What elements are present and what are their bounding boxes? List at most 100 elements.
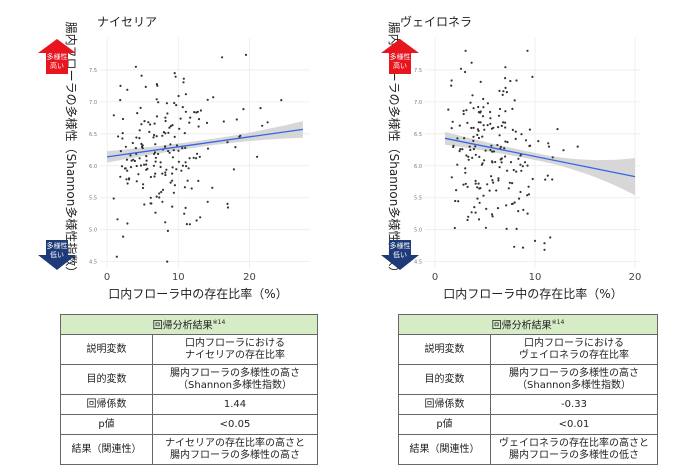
data-point — [135, 136, 138, 139]
data-point — [222, 120, 225, 123]
data-point — [155, 195, 158, 198]
data-point — [116, 218, 119, 221]
x-tick-label: 10 — [529, 272, 542, 283]
data-point — [242, 108, 245, 111]
data-point — [206, 98, 209, 101]
data-point — [450, 79, 453, 82]
data-point — [121, 137, 124, 140]
data-point — [137, 173, 140, 176]
data-point — [472, 107, 475, 110]
data-point — [482, 124, 485, 127]
data-point — [497, 126, 500, 129]
veillonella-scatter-chart: 4.5 5.0 5.5 6.0 6.5 7.0 7.5 0 10 20 ヴェイロネラ 口内フローラ… — [381, 14, 641, 301]
data-point — [178, 127, 181, 130]
data-point — [524, 139, 528, 142]
data-point — [517, 210, 520, 213]
data-point — [153, 151, 157, 154]
data-point — [146, 167, 149, 170]
data-point — [183, 212, 186, 215]
data-point — [472, 135, 475, 138]
data-point — [184, 110, 187, 113]
data-point — [488, 189, 491, 192]
data-point — [511, 182, 514, 185]
data-point — [190, 187, 193, 190]
data-point — [504, 110, 507, 113]
data-point — [226, 202, 229, 205]
data-point — [169, 125, 172, 128]
data-point — [466, 218, 469, 222]
data-point — [154, 160, 157, 163]
row-label: 説明変数 — [398, 334, 491, 365]
data-point — [517, 157, 520, 160]
data-point — [523, 161, 527, 164]
data-point — [186, 179, 189, 182]
data-point — [527, 193, 531, 196]
data-point — [129, 154, 132, 157]
data-point — [479, 121, 482, 124]
data-point — [131, 141, 134, 145]
y-tick-label: 4.5 — [89, 260, 97, 266]
data-point — [164, 173, 167, 177]
row-value-line: 腸内フローラの多様性の高さ — [509, 367, 639, 379]
row-label: p値 — [60, 414, 153, 435]
data-point — [551, 156, 554, 159]
data-point — [121, 117, 125, 121]
x-axis-label: 口内フローラ中の存在比率（%） — [108, 286, 287, 301]
table-header-note: ※14 — [551, 318, 565, 326]
data-point — [161, 188, 165, 191]
data-point — [515, 227, 518, 230]
row-label: p値 — [398, 414, 491, 435]
data-point — [164, 221, 167, 224]
data-point — [187, 167, 190, 170]
y-tick-label: 5.0 — [89, 228, 97, 234]
data-point — [464, 171, 467, 174]
y-tick-label: 6.5 — [414, 132, 422, 138]
data-point — [149, 123, 152, 126]
data-point — [491, 150, 494, 153]
data-point — [495, 189, 498, 192]
data-point — [166, 260, 169, 263]
data-point — [158, 192, 161, 195]
data-point — [173, 135, 176, 138]
data-point — [511, 128, 514, 131]
data-point — [174, 75, 177, 78]
data-point — [519, 190, 522, 194]
data-point — [155, 115, 159, 118]
data-point — [452, 145, 455, 149]
data-point — [164, 119, 167, 123]
data-point — [195, 219, 198, 222]
data-point — [549, 236, 552, 239]
data-point — [463, 137, 466, 140]
data-point — [489, 117, 492, 120]
data-point — [472, 126, 475, 129]
data-point — [479, 80, 482, 83]
data-point — [140, 123, 143, 126]
data-point — [526, 49, 529, 52]
data-point — [173, 72, 176, 75]
data-point — [171, 124, 174, 127]
data-point — [159, 165, 162, 169]
data-point — [145, 155, 148, 158]
data-point — [164, 116, 167, 119]
y-tick-label: 7.0 — [414, 100, 422, 106]
data-point — [172, 149, 175, 152]
data-point — [471, 94, 474, 97]
data-point — [184, 93, 187, 96]
data-point — [266, 121, 269, 124]
data-point — [498, 89, 501, 92]
data-point — [515, 79, 518, 82]
data-point — [504, 86, 507, 89]
data-point — [464, 49, 467, 52]
data-point — [482, 106, 485, 109]
data-point — [141, 144, 144, 147]
data-point — [469, 101, 472, 104]
data-point — [474, 179, 477, 182]
row-value: 腸内フローラの多様性の高さ （Shannon多様性指数） — [490, 364, 658, 395]
data-point — [142, 183, 145, 186]
data-point — [133, 159, 136, 163]
data-point — [526, 164, 529, 167]
data-point — [153, 133, 156, 137]
row-value: <0.01 — [490, 414, 658, 435]
data-point — [490, 213, 494, 216]
data-point — [528, 144, 531, 148]
